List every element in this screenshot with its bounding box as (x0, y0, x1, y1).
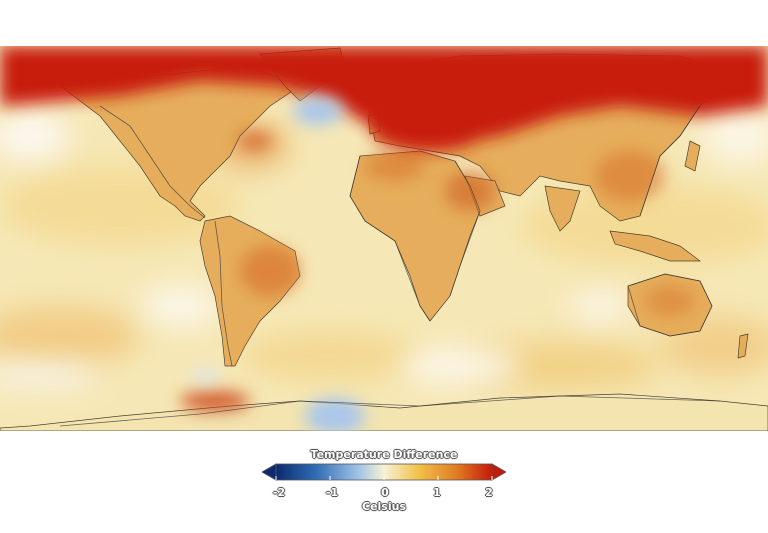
new-zealand (737, 333, 749, 359)
coastlines (59, 105, 721, 427)
legend-tick-marks (275, 476, 493, 480)
color-legend: Temperature Difference -2 -1 0 1 2 (0, 440, 768, 520)
legend-tick-label: 0 (381, 486, 389, 499)
india (544, 185, 581, 232)
indonesia (609, 230, 702, 262)
legend-min-arrow (262, 463, 277, 481)
arctic-warming-band (0, 46, 768, 151)
temperature-anomaly-map (0, 46, 768, 431)
world-map-svg (0, 46, 768, 431)
legend-tick-label: 1 (433, 486, 441, 499)
legend-tick-label: -1 (325, 486, 339, 499)
cool-spots (190, 97, 365, 431)
ocean-pale-spots (0, 106, 768, 388)
legend-unit-label: Celsius (362, 500, 406, 513)
legend-tick-label: -2 (272, 486, 286, 499)
legend-max-arrow (491, 463, 506, 481)
hot-spots (180, 131, 695, 411)
legend-colorbar (262, 463, 506, 481)
japan (684, 140, 701, 172)
legend-tick-label: 2 (485, 486, 493, 499)
legend-title: Temperature Difference (310, 448, 458, 461)
